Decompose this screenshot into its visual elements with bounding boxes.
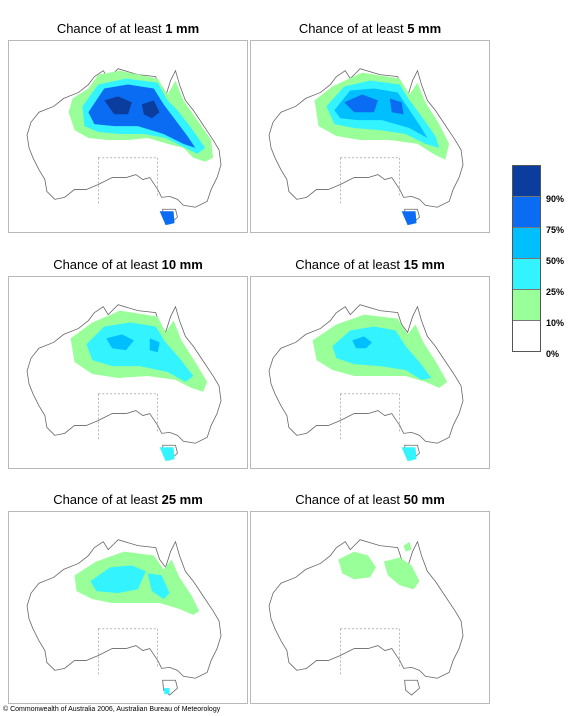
panel-title-15mm: Chance of at least 15 mm bbox=[295, 257, 445, 272]
panel-title-25mm: Chance of at least 25 mm bbox=[53, 492, 203, 507]
legend-label-50: 50% bbox=[546, 256, 565, 266]
legend-swatch-90-100 bbox=[513, 166, 540, 197]
map-25mm bbox=[8, 511, 248, 704]
legend-swatch-25-50 bbox=[513, 259, 540, 290]
legend-swatch-50-75 bbox=[513, 228, 540, 259]
legend-label-10: 10% bbox=[546, 318, 565, 328]
panel-title-1mm: Chance of at least 1 mm bbox=[56, 21, 200, 36]
map-50mm bbox=[250, 511, 490, 704]
map-50mm-svg bbox=[268, 539, 464, 696]
map-25mm-svg bbox=[26, 539, 222, 696]
probability-legend bbox=[512, 165, 541, 352]
legend-label-75: 75% bbox=[546, 225, 565, 235]
map-10mm bbox=[8, 276, 248, 469]
map-1mm-svg bbox=[26, 68, 222, 226]
map-5mm bbox=[250, 40, 490, 233]
legend-swatch-10-25 bbox=[513, 290, 540, 321]
legend-label-0: 0% bbox=[546, 349, 560, 359]
copyright-notice: © Commonwealth of Australia 2006, Austra… bbox=[3, 706, 221, 713]
map-5mm-svg bbox=[268, 68, 464, 226]
panel-title-10mm: Chance of at least 10 mm bbox=[53, 257, 203, 272]
panel-title-50mm: Chance of at least 50 mm bbox=[295, 492, 445, 507]
map-10mm-svg bbox=[26, 304, 222, 462]
map-15mm bbox=[250, 276, 490, 469]
map-1mm bbox=[8, 40, 248, 233]
legend-label-25: 25% bbox=[546, 287, 565, 297]
legend-swatch-75-90 bbox=[513, 197, 540, 228]
legend-swatch-0-10 bbox=[513, 321, 540, 351]
panel-title-5mm: Chance of at least 5 mm bbox=[298, 21, 442, 36]
legend-label-90: 90% bbox=[546, 194, 565, 204]
map-15mm-svg bbox=[268, 304, 464, 462]
